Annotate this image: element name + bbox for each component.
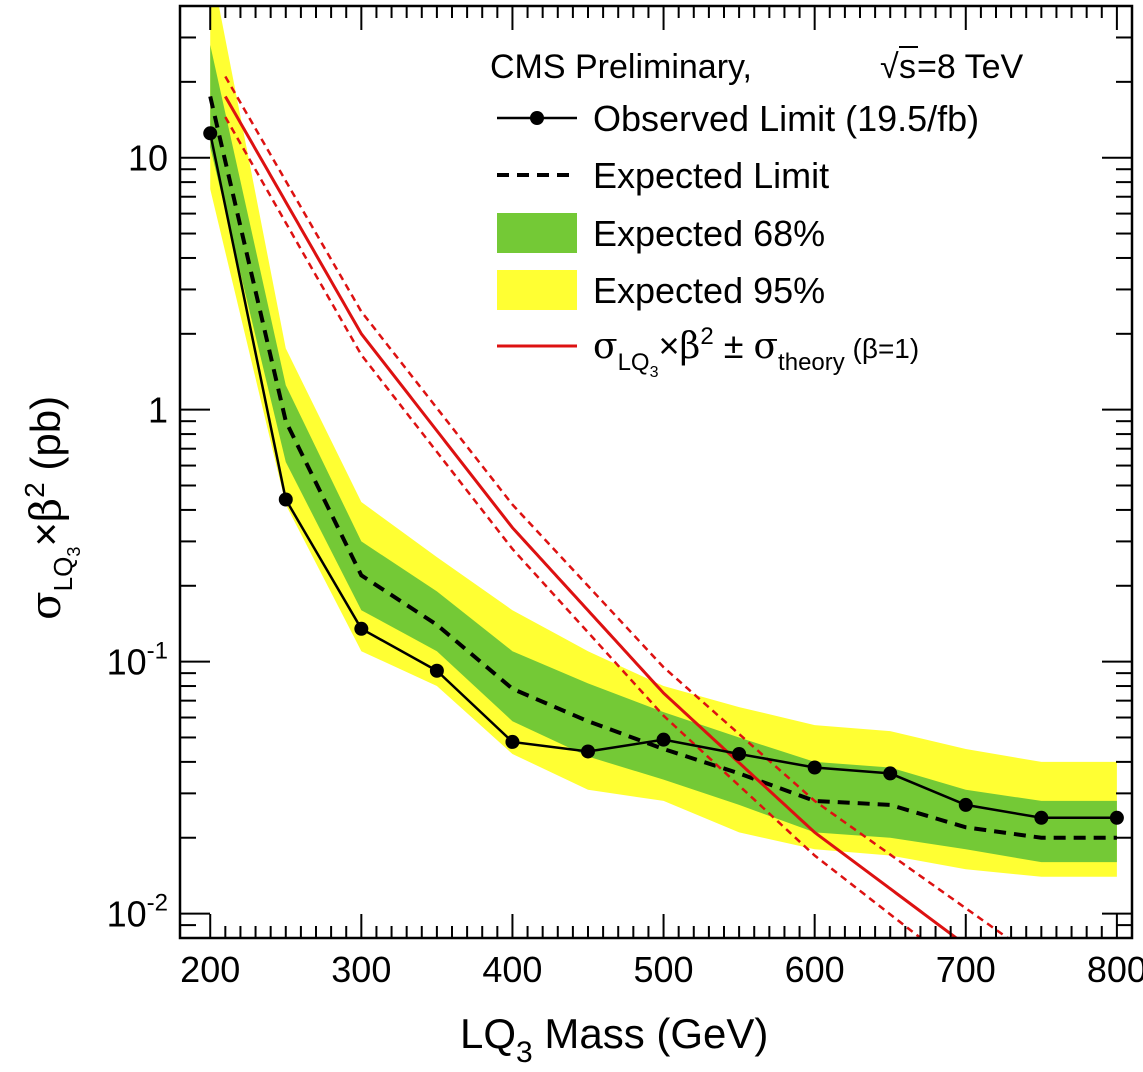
y-axis-times: × bbox=[22, 522, 69, 547]
y-axis-sub-3: 3 bbox=[64, 547, 84, 557]
observed-point bbox=[732, 746, 747, 761]
theory-up-line bbox=[224, 75, 1010, 938]
observed-point bbox=[1034, 810, 1049, 825]
lines-layer bbox=[203, 75, 1124, 938]
y-axis-beta: β bbox=[21, 498, 70, 522]
energy-label: √ s =8 TeV bbox=[880, 46, 1024, 86]
observed-point bbox=[807, 760, 822, 775]
x-tick-label: 600 bbox=[785, 949, 845, 990]
legend-label: Expected Limit bbox=[593, 155, 829, 196]
y-axis-sub-lq: LQ bbox=[48, 557, 78, 592]
y-axis-unit: (pb) bbox=[22, 396, 69, 482]
observed-point bbox=[1109, 810, 1124, 825]
observed-point bbox=[354, 621, 369, 636]
legend-observed-marker bbox=[530, 111, 544, 125]
x-tick-label: 300 bbox=[331, 949, 391, 990]
legend-pm: ± bbox=[714, 325, 754, 366]
observed-point bbox=[203, 126, 218, 141]
y-tick-exp: -1 bbox=[147, 638, 168, 665]
x-axis-title-rest: Mass (GeV) bbox=[533, 1010, 769, 1057]
y-tick-label: 10-2 bbox=[107, 890, 168, 935]
bands-layer bbox=[210, 6, 1117, 877]
legend-beta: β bbox=[680, 326, 701, 367]
observed-point bbox=[958, 797, 973, 812]
observed-point bbox=[505, 734, 520, 749]
legend-sub-3: 3 bbox=[650, 364, 659, 381]
legend-times: × bbox=[659, 325, 680, 366]
observed-point bbox=[429, 663, 444, 678]
theory-central-line bbox=[224, 95, 959, 938]
legend-label: Observed Limit (19.5/fb) bbox=[593, 98, 979, 139]
x-tick-label: 800 bbox=[1087, 949, 1143, 990]
y-axis-title: σLQ3×β2 (pb) bbox=[19, 396, 84, 620]
legend-beta-note: (β=1) bbox=[845, 333, 919, 364]
expected-limit-line bbox=[208, 96, 1117, 840]
y-tick-label: 1 bbox=[148, 390, 168, 431]
energy-value: =8 TeV bbox=[917, 48, 1024, 86]
legend-95-box bbox=[497, 270, 577, 310]
legend-sub-theory: theory bbox=[778, 349, 845, 376]
legend-label: Expected 95% bbox=[593, 270, 825, 311]
x-axis-title-sub: 3 bbox=[516, 1036, 533, 1069]
chart-title: CMS Preliminary, bbox=[490, 48, 752, 86]
y-axis-sigma: σ bbox=[21, 591, 70, 620]
legend-sigma: σ bbox=[593, 326, 618, 367]
band-95 bbox=[210, 6, 1117, 877]
plot-frame bbox=[178, 4, 1134, 940]
legend-sup: 2 bbox=[700, 323, 713, 350]
observed-point bbox=[581, 744, 595, 759]
x-axis-title-main: LQ bbox=[460, 1010, 516, 1057]
sqrt-symbol: √ bbox=[880, 48, 899, 86]
energy-s: s bbox=[899, 48, 916, 86]
x-tick-label: 500 bbox=[634, 949, 694, 990]
x-axis-title: LQ3 Mass (GeV) bbox=[460, 1010, 768, 1069]
x-tick-label: 700 bbox=[936, 949, 996, 990]
y-tick-base: 10 bbox=[107, 642, 147, 683]
legend-68-box bbox=[497, 213, 577, 253]
theory-down-line bbox=[224, 116, 923, 938]
y-tick-label: 10-1 bbox=[107, 638, 168, 683]
x-tick-label: 400 bbox=[482, 949, 542, 990]
x-tick-label: 200 bbox=[180, 949, 240, 990]
legend-sub-lq: LQ bbox=[618, 349, 650, 376]
legend-sigma2: σ bbox=[753, 326, 778, 367]
legend-label: Expected 68% bbox=[593, 213, 825, 254]
y-tick-exp: -2 bbox=[147, 890, 168, 917]
legend-label-theory: σLQ3×β2 ± σtheory (β=1) bbox=[593, 323, 919, 381]
legend: Observed Limit (19.5/fb) Expected Limit Ex… bbox=[497, 98, 979, 381]
y-tick-label: 10 bbox=[128, 138, 168, 179]
observed-point bbox=[278, 492, 293, 507]
y-tick-base: 10 bbox=[107, 894, 147, 935]
observed-point bbox=[883, 766, 898, 781]
y-axis-sup: 2 bbox=[19, 482, 50, 498]
observed-point bbox=[656, 732, 671, 747]
